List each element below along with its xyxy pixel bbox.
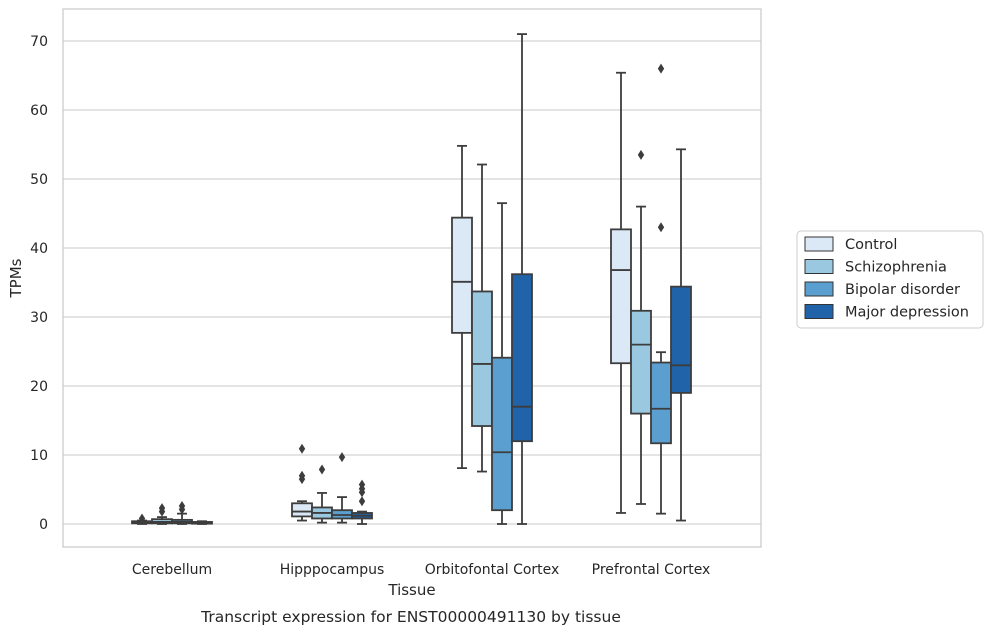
box-major-depression-0 — [191, 520, 213, 525]
box-schizophrenia-0 — [151, 503, 173, 525]
legend-swatch-bipolar-disorder — [804, 281, 834, 297]
gridlines — [63, 40, 761, 525]
y-tick-label: 30 — [30, 310, 48, 326]
legend-frame — [796, 230, 984, 329]
outlier-point — [158, 503, 166, 514]
legend: Control Schizophrenia Bipolar disorder Majo… — [796, 230, 984, 329]
box-control-2 — [451, 144, 473, 470]
outlier-point — [657, 222, 665, 233]
plot-frame — [62, 8, 762, 548]
outlier-point — [358, 479, 366, 490]
box-bipolar-disorder-2 — [491, 202, 513, 525]
x-tick-labels: Cerebellum Hipppocampus Orbitofontal Corte… — [132, 562, 710, 578]
legend-swatch-control — [804, 236, 834, 252]
y-tick-label: 60 — [30, 103, 48, 119]
y-tick-labels: 0 10 20 30 40 50 60 70 — [30, 34, 48, 533]
legend-label-schizophrenia: Schizophrenia — [845, 260, 947, 276]
y-tick-label: 40 — [30, 241, 48, 257]
box-schizophrenia-3 — [630, 149, 652, 505]
x-tick-label: Orbitofontal Cortex — [425, 562, 560, 578]
x-axis-label: Tissue — [387, 581, 435, 599]
legend-swatch-major-depression — [804, 304, 834, 319]
outlier-point — [358, 496, 366, 507]
box-iqr — [491, 356, 513, 512]
y-tick-label: 10 — [30, 448, 48, 464]
box-major-depression-1 — [351, 479, 373, 525]
box-control-1 — [291, 443, 313, 522]
box-bipolar-disorder-1 — [331, 452, 353, 524]
box-iqr — [511, 273, 533, 443]
outlier-point — [657, 63, 665, 74]
box-schizophrenia-2 — [471, 163, 493, 473]
box-iqr — [471, 290, 493, 427]
outlier-point — [178, 501, 186, 512]
box-major-depression-3 — [670, 148, 692, 522]
outlier-point — [138, 513, 146, 524]
x-tick-label: Cerebellum — [132, 562, 212, 578]
outlier-point — [298, 470, 306, 481]
legend-label-major-depression: Major depression — [845, 305, 969, 321]
box-iqr — [610, 228, 632, 365]
box-iqr — [451, 216, 473, 334]
x-tick-label: Hipppocampus — [280, 562, 385, 578]
box-iqr — [650, 361, 672, 445]
y-tick-label: 0 — [39, 517, 48, 533]
box-schizophrenia-1 — [311, 464, 333, 524]
box-control-0 — [131, 513, 153, 525]
y-tick-label: 20 — [30, 379, 48, 395]
legend-swatch-schizophrenia — [804, 259, 834, 274]
box-control-3 — [610, 71, 632, 514]
x-tick-label: Prefrontal Cortex — [592, 562, 711, 578]
box-bipolar-disorder-0 — [171, 501, 193, 525]
box-iqr — [630, 309, 652, 415]
box-bipolar-disorder-3 — [650, 63, 672, 515]
box-major-depression-2 — [511, 33, 533, 525]
legend-label-control: Control — [845, 237, 897, 253]
outlier-point — [637, 149, 645, 160]
outlier-point — [298, 443, 306, 454]
boxes-layer — [131, 33, 692, 525]
outlier-point — [318, 464, 326, 475]
y-axis-label: TPMs — [7, 258, 25, 298]
chart-caption: Transcript expression for ENST0000049113… — [200, 608, 621, 626]
box-iqr — [670, 285, 692, 394]
legend-label-bipolar-disorder: Bipolar disorder — [845, 282, 960, 298]
outlier-point — [338, 452, 346, 463]
y-tick-label: 50 — [30, 172, 48, 188]
box-iqr — [291, 502, 313, 518]
y-tick-label: 70 — [30, 34, 48, 50]
